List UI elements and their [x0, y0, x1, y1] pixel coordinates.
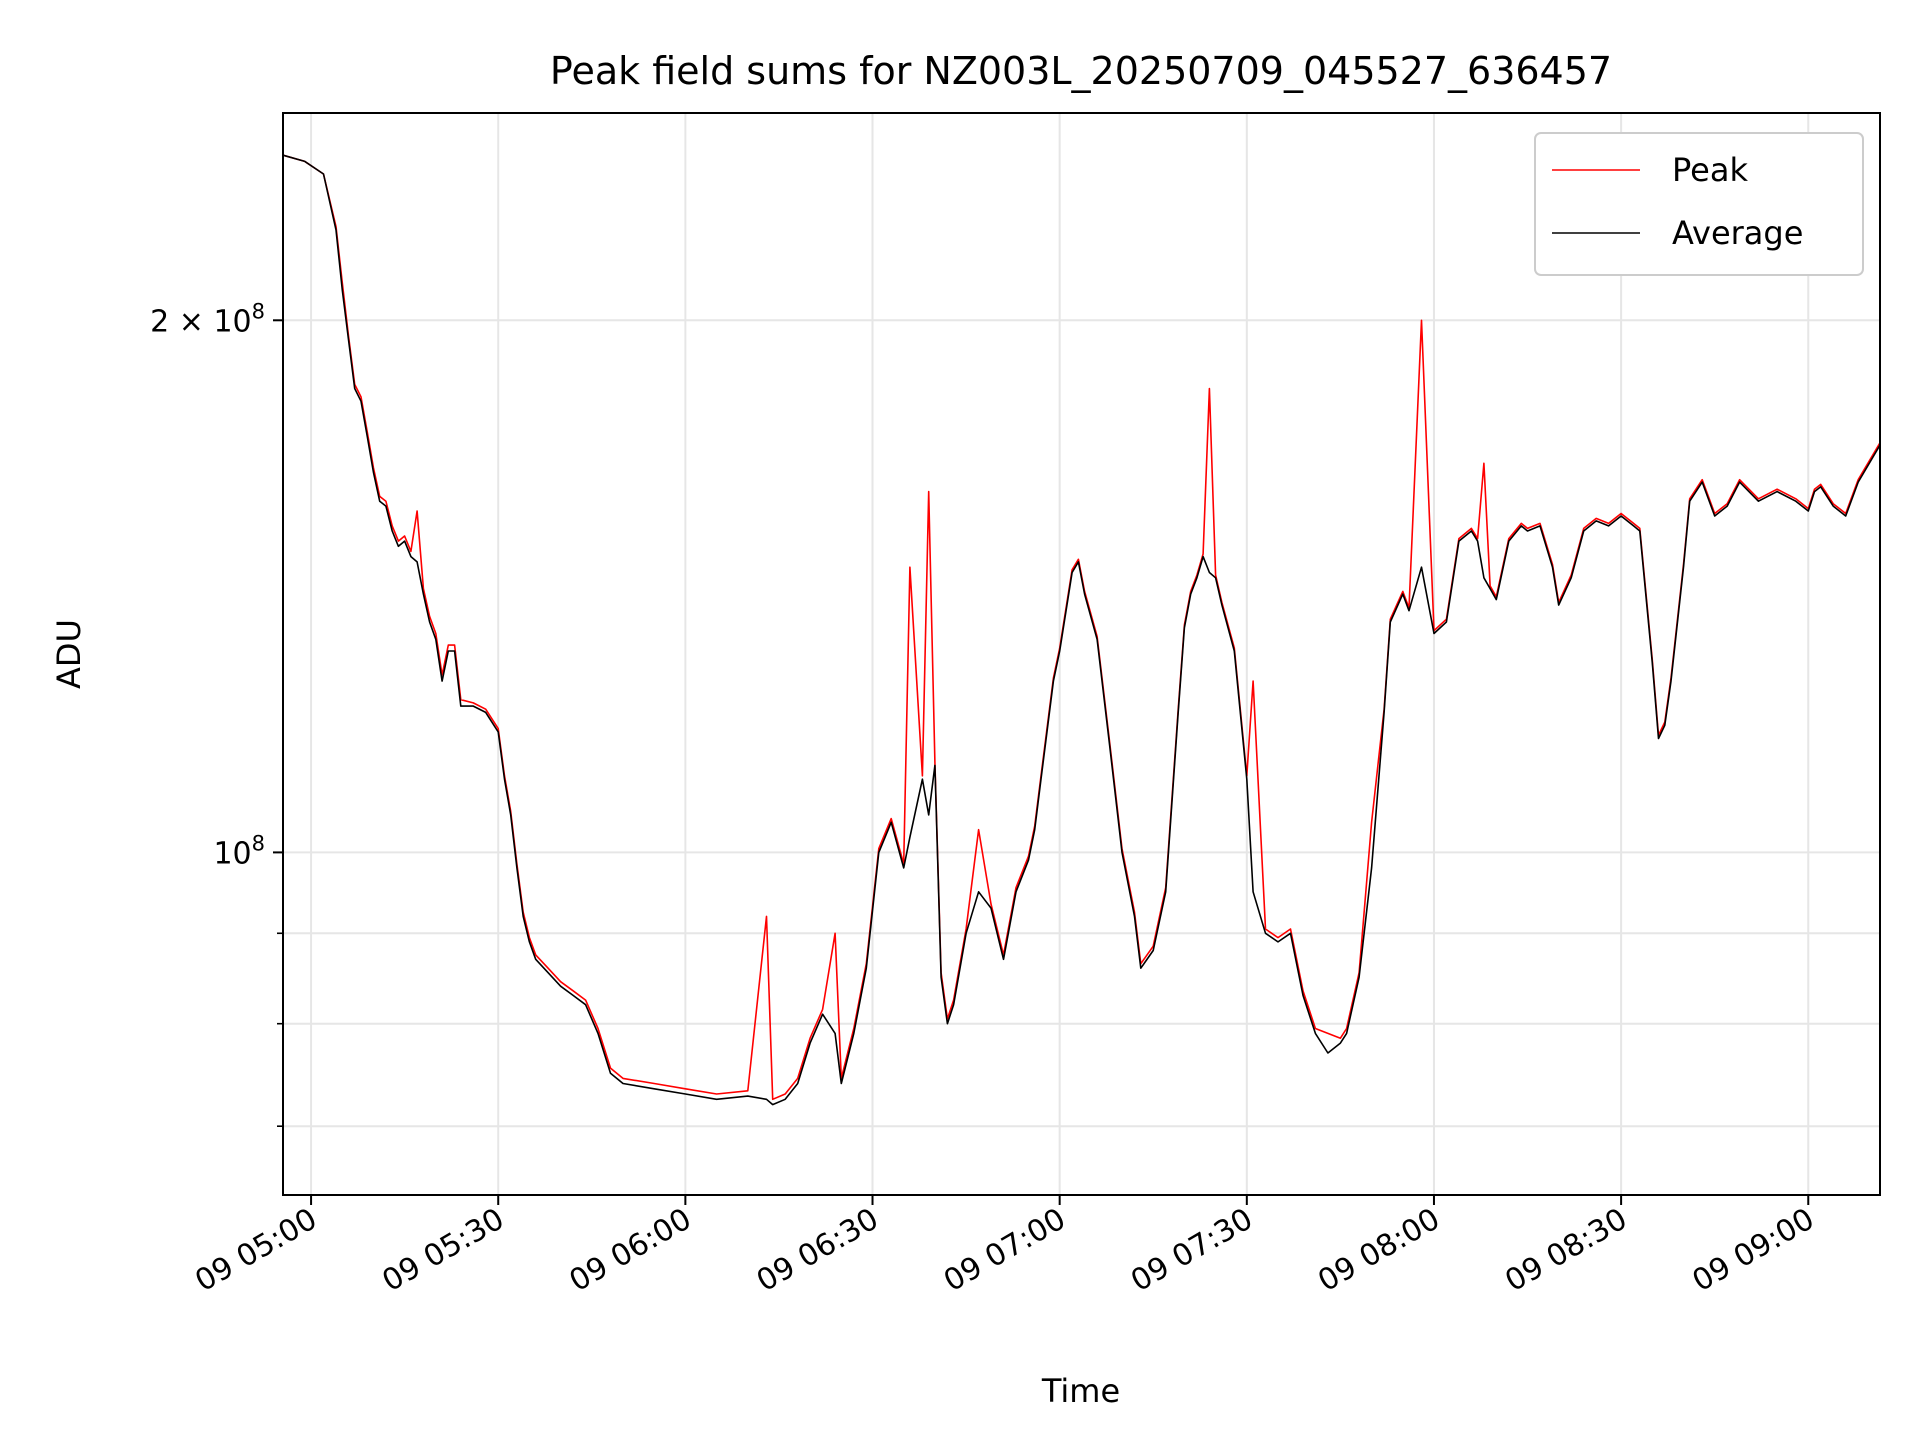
y-tick-label: 108 — [213, 831, 265, 871]
x-axis-title: Time — [1041, 1372, 1120, 1410]
series-line-peak — [282, 154, 1881, 1101]
legend-label-average: Average — [1672, 214, 1803, 252]
grid-lines — [283, 113, 1880, 1195]
y-tick-label: 2 × 108 — [150, 299, 265, 339]
series-line-average — [282, 154, 1881, 1106]
legend: Peak Average — [1534, 132, 1864, 276]
legend-label-peak: Peak — [1672, 151, 1748, 189]
series-lines — [282, 154, 1881, 1106]
y-axis: 108 2 × 108 — [150, 299, 283, 1128]
plot-background — [283, 113, 1880, 1195]
chart-title: Peak field sums for NZ003L_20250709_0455… — [550, 49, 1612, 93]
plot-area — [282, 112, 1881, 1196]
plot-frame — [282, 112, 1881, 1196]
legend-box — [1534, 132, 1864, 276]
y-axis-title: ADU — [50, 619, 88, 689]
